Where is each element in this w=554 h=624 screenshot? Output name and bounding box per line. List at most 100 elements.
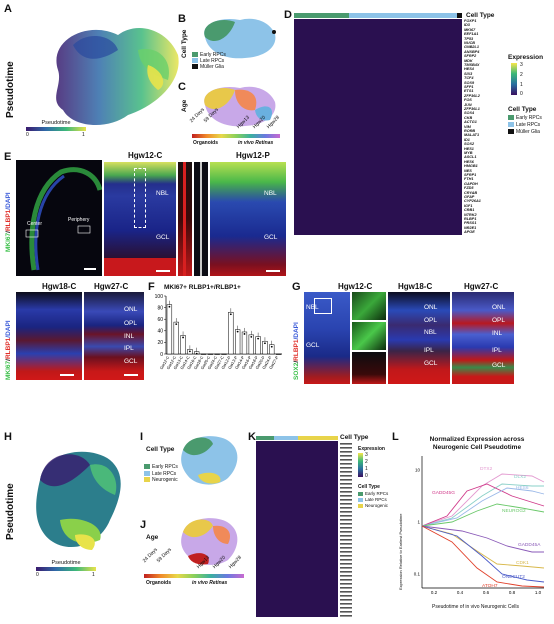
ipl-label: IPL <box>124 345 134 352</box>
panel-h-umap <box>36 451 121 550</box>
panel-i-legend: Early RPCs Late RPCs Neurogenic <box>144 464 178 484</box>
panel-g-inset-1 <box>352 292 386 320</box>
x-tick-label: 0.8 <box>509 590 516 595</box>
scale-bar <box>266 270 280 272</box>
gene-label-mark <box>340 443 352 445</box>
panel-e2-title-1: Hgw18-C <box>42 282 77 291</box>
gene-label: HMGB1 <box>464 164 478 169</box>
panel-b-axis-label: Cell Type <box>181 29 188 58</box>
gene-label: MDK <box>464 58 473 63</box>
nbl-label: NBL <box>156 190 169 197</box>
series-line <box>421 503 545 527</box>
series-line <box>421 483 545 527</box>
gene-label: HES6 <box>464 159 474 164</box>
data-point <box>257 337 260 340</box>
x-tick-label: Gw13-C <box>172 355 184 370</box>
bar <box>255 336 261 355</box>
y-tick-label: 100 <box>155 294 164 300</box>
panel-b-legend-2: Müller Glia <box>200 64 224 70</box>
g-nbl2-label: NBL <box>424 329 437 336</box>
series-label: DTX2 <box>480 466 493 472</box>
series-line <box>421 525 545 569</box>
scale-bar <box>60 374 74 376</box>
data-point <box>175 323 178 325</box>
gene-label-mark <box>340 475 352 477</box>
panel-i-legend-2: Neurogenic <box>152 477 178 483</box>
gene-label: FOS <box>464 98 472 103</box>
g-onl-label: ONL <box>424 304 438 311</box>
gene-label-mark <box>340 579 352 581</box>
panel-k-letter: K <box>248 431 256 443</box>
panel-k-expr-tick-1: 1 <box>365 466 368 472</box>
gene-label-mark <box>340 575 352 577</box>
panel-k-expr-tick-3: 3 <box>365 452 368 458</box>
panel-g-hgw12c-image: NBL GCL <box>304 292 350 384</box>
gene-label: FZD5 <box>464 186 474 191</box>
gene-label-mark <box>340 455 352 457</box>
panel-c-letter: C <box>178 81 186 93</box>
gene-label-mark <box>340 491 352 493</box>
panel-j-legend-right: in vivo Retinas <box>192 580 228 586</box>
g-opl-label: OPL <box>424 317 438 324</box>
gene-label: CRB1 <box>464 208 475 213</box>
panel-k-heatmap <box>256 441 338 617</box>
gene-label-mark <box>340 515 352 517</box>
gene-label: ACTG1 <box>464 120 477 125</box>
panel-i-letter: I <box>140 431 144 443</box>
panel-h-letter: H <box>4 431 12 443</box>
x-tick-label: 0.4 <box>457 590 464 595</box>
gene-label: TMSB4X <box>464 63 480 67</box>
gene-label-mark <box>340 471 352 473</box>
x-tick-label: 0.6 <box>483 590 490 595</box>
panel-k-legend-1: Late RPCs <box>365 497 387 502</box>
gene-label-mark <box>340 615 352 617</box>
gene-label-mark <box>340 507 352 509</box>
panel-e-inset-image <box>178 162 192 276</box>
y-tick-label: 40 <box>157 329 163 335</box>
panel-d-legend-2: Müller Glia <box>516 129 540 135</box>
series-label: NEUROG2 <box>502 508 526 514</box>
panel-d-expr-tick-3: 3 <box>520 62 523 68</box>
gene-label-mark <box>340 555 352 557</box>
panel-l-chart: 10 1 0.1 0.2 0.4 0.6 0.8 1.0 DTX2 DLX2 GADD45G HES6… <box>414 456 545 595</box>
gene-label: ASCL1 <box>464 155 477 160</box>
g-gcl3-label: GCL <box>492 362 506 369</box>
panel-e-inset2-image <box>194 162 208 276</box>
series-label: CDK1 <box>516 560 529 566</box>
gene-label-mark <box>340 483 352 485</box>
gene-label-mark <box>340 603 352 605</box>
panel-a-legend-min: 0 <box>26 132 29 138</box>
panel-g-title-2: Hgw18-C <box>398 282 433 291</box>
panel-e2-title-2: Hgw27-C <box>94 282 129 291</box>
panel-c-umap <box>204 86 276 127</box>
gene-label: NTRK2 <box>464 212 477 217</box>
panel-l-title-line-2: Neurogenic Cell Pseudotime <box>432 444 522 451</box>
panel-d-celltype-title: Cell Type <box>466 12 495 19</box>
panel-l-title-line-1: Normalized Expression across <box>429 436 525 443</box>
gene-label: CRYAB <box>464 190 478 195</box>
panel-k-expression-title: Expression <box>358 446 385 452</box>
gene-label-mark <box>340 559 352 561</box>
scale-bar <box>124 374 138 376</box>
bar <box>241 331 248 355</box>
g-ipl-label: IPL <box>424 347 434 354</box>
series-label: ATOH7 <box>482 583 498 589</box>
bar <box>235 329 241 355</box>
x-tick-label: Gw14-P <box>234 355 246 370</box>
series-label: GADD45G <box>432 490 455 496</box>
panel-d-letter: D <box>284 9 292 21</box>
gcl-label-2: GCL <box>264 234 278 241</box>
series-line <box>421 483 544 527</box>
panel-k-gene-list <box>340 443 352 617</box>
gene-label-mark <box>340 451 352 453</box>
x-tick-label: Gw12-C <box>159 355 171 370</box>
panel-g-inset-3 <box>352 352 386 384</box>
gene-label: ETS1 <box>464 89 474 94</box>
panel-d-heatmap <box>294 19 462 235</box>
gene-label: HES1 <box>464 146 474 151</box>
gene-label: JUN <box>464 102 472 107</box>
bar <box>180 335 186 355</box>
gcl-label-3: GCL <box>124 358 138 365</box>
panel-e2-hgw18c-image <box>16 292 82 380</box>
gene-label-mark <box>340 459 352 461</box>
